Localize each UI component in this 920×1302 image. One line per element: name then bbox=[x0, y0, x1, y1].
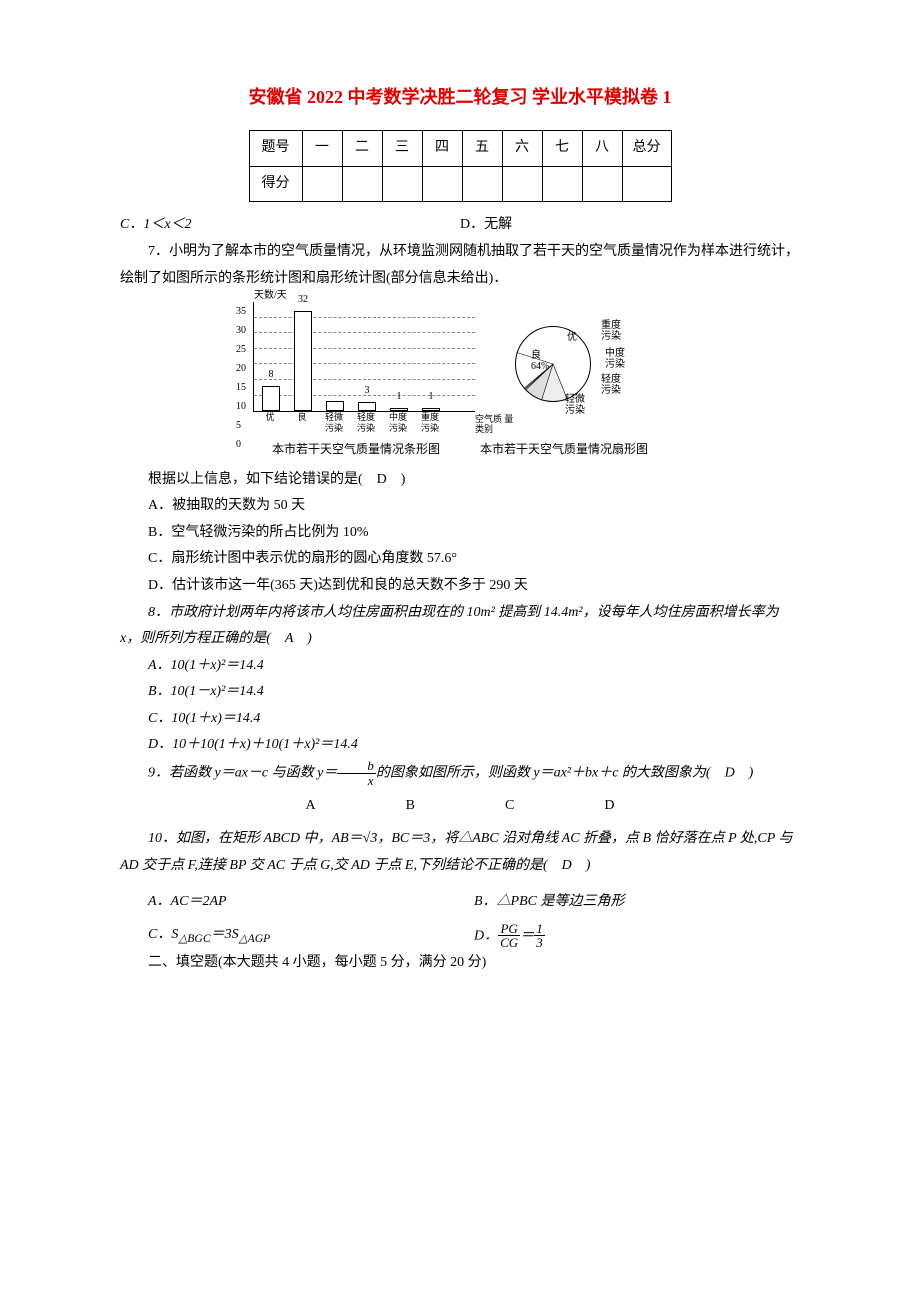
row1-label: 题号 bbox=[249, 131, 302, 167]
q10d-num: PG bbox=[498, 922, 520, 937]
q7-opt-d: D．估计该市这一年(365 天)达到优和良的总天数不多于 290 天 bbox=[120, 573, 800, 600]
q8-opt-c: C．10(1＋x)＝14.4 bbox=[120, 706, 800, 733]
q9-C: C bbox=[505, 793, 514, 820]
q7-followup: 根据以上信息，如下结论错误的是( D ) bbox=[120, 467, 800, 494]
q6-opt-c: C．1＜x＜2 bbox=[120, 212, 460, 239]
col-2: 二 bbox=[342, 131, 382, 167]
chart-captions: 本市若干天空气质量情况条形图 本市若干天空气质量情况扇形图 bbox=[120, 438, 800, 461]
pie-chart: 良 64%优重度 污染中度 污染轻度 污染轻微 污染 bbox=[505, 314, 685, 434]
score-1 bbox=[302, 166, 342, 202]
q10-opt-b: B．△PBC 是等边三角形 bbox=[474, 889, 800, 916]
q10c-sub1: △BGC bbox=[178, 932, 210, 945]
col-7: 七 bbox=[542, 131, 582, 167]
col-3: 三 bbox=[382, 131, 422, 167]
col-5: 五 bbox=[462, 131, 502, 167]
q9-B: B bbox=[406, 793, 415, 820]
q10-opt-a: A．AC＝2AP bbox=[148, 889, 474, 916]
q7-opt-a: A．被抽取的天数为 50 天 bbox=[120, 493, 800, 520]
q10c-pre: C．S bbox=[148, 927, 178, 942]
q10c-sub2: △AGP bbox=[239, 932, 271, 945]
col-6: 六 bbox=[502, 131, 542, 167]
bar-chart: 天数/天 35302520151050 832311 空气质 量类别 优良轻微 … bbox=[235, 302, 475, 434]
score-2 bbox=[342, 166, 382, 202]
q10d-eq: ＝ bbox=[520, 928, 534, 943]
pie-caption: 本市若干天空气质量情况扇形图 bbox=[480, 438, 648, 461]
q8-opt-d: D．10＋10(1＋x)＋10(1＋x)²＝14.4 bbox=[120, 732, 800, 759]
q8-opt-a: A．10(1＋x)²＝14.4 bbox=[120, 653, 800, 680]
col-8: 八 bbox=[582, 131, 622, 167]
col-1: 一 bbox=[302, 131, 342, 167]
score-4 bbox=[422, 166, 462, 202]
page-title: 安徽省 2022 中考数学决胜二轮复习 学业水平模拟卷 1 bbox=[120, 80, 800, 114]
q7-opt-b: B．空气轻微污染的所占比例为 10% bbox=[120, 520, 800, 547]
score-total bbox=[622, 166, 671, 202]
q9-D: D bbox=[604, 793, 614, 820]
q9-pre: 9．若函数 y＝ax－c 与函数 y＝ bbox=[148, 765, 337, 780]
score-3 bbox=[382, 166, 422, 202]
q10d-num2: 1 bbox=[534, 922, 545, 937]
col-total: 总分 bbox=[622, 131, 671, 167]
q9-stem: 9．若函数 y＝ax－c 与函数 y＝bx的图象如图所示，则函数 y＝ax²＋b… bbox=[120, 759, 800, 787]
q10-stem: 10．如图，在矩形 ABCD 中，AB＝√3，BC＝3，将△ABC 沿对角线 A… bbox=[120, 826, 800, 879]
q10-opt-d: D．PGCG＝13 bbox=[474, 922, 800, 950]
q9-post: 的图象如图所示，则函数 y＝ax²＋bx＋c 的大致图象为( D ) bbox=[376, 765, 754, 780]
charts-row: 天数/天 35302520151050 832311 空气质 量类别 优良轻微 … bbox=[120, 302, 800, 434]
q9-frac-num: b bbox=[337, 759, 376, 774]
q10-opt-c: C．S△BGC＝3S△AGP bbox=[148, 922, 474, 950]
q6-opt-d: D．无解 bbox=[460, 212, 800, 239]
score-8 bbox=[582, 166, 622, 202]
q7-stem: 7．小明为了解本市的空气质量情况，从环境监测网随机抽取了若干天的空气质量情况作为… bbox=[120, 239, 800, 292]
bar-caption: 本市若干天空气质量情况条形图 bbox=[272, 438, 440, 461]
q7-opt-c: C．扇形统计图中表示优的扇形的圆心角度数 57.6° bbox=[120, 546, 800, 573]
section2-head: 二、填空题(本大题共 4 小题，每小题 5 分，满分 20 分) bbox=[120, 950, 800, 977]
score-table: 题号 一 二 三 四 五 六 七 八 总分 得分 bbox=[249, 130, 672, 202]
bars: 832311 bbox=[254, 302, 475, 411]
q9-A: A bbox=[306, 793, 316, 820]
q9-frac-den: x bbox=[337, 774, 376, 788]
y-ticks: 35302520151050 bbox=[236, 302, 246, 411]
q8-opt-b: B．10(1－x)²＝14.4 bbox=[120, 679, 800, 706]
row2-label: 得分 bbox=[249, 166, 302, 202]
q10c-mid: ＝3S bbox=[211, 927, 239, 942]
score-6 bbox=[502, 166, 542, 202]
q10d-den2: 3 bbox=[534, 936, 545, 950]
q8-stem: 8．市政府计划两年内将该市人均住房面积由现在的 10m² 提高到 14.4m²，… bbox=[120, 600, 800, 653]
x-labels: 优良轻微 污染轻度 污染中度 污染重度 污染 bbox=[253, 412, 475, 434]
score-7 bbox=[542, 166, 582, 202]
score-5 bbox=[462, 166, 502, 202]
q10d-den: CG bbox=[498, 936, 520, 950]
col-4: 四 bbox=[422, 131, 462, 167]
q10d-pre: D． bbox=[474, 928, 498, 943]
q9-choices: A B C D bbox=[120, 793, 800, 820]
